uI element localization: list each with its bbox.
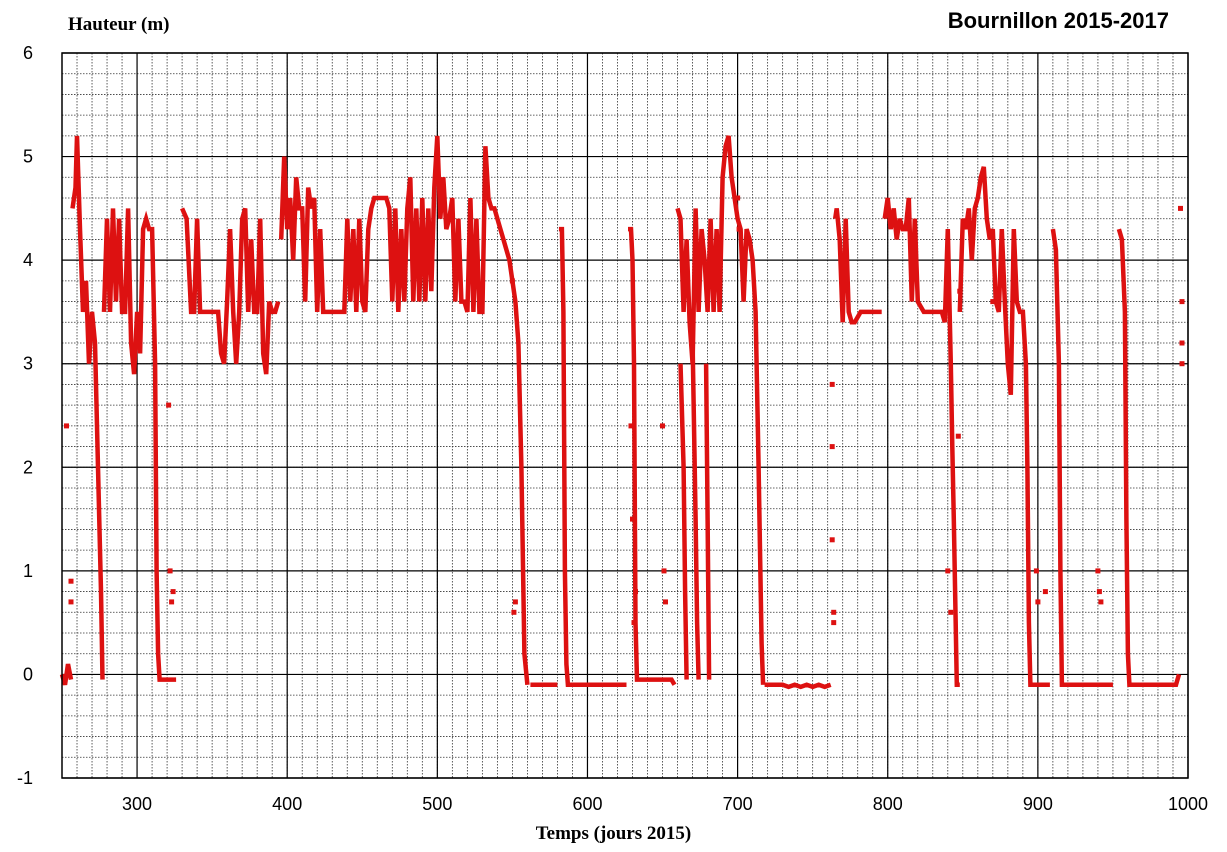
y-tick-label: 5 <box>23 147 33 167</box>
data-point <box>1033 568 1039 574</box>
series-segment <box>70 135 105 680</box>
data-point <box>1179 299 1185 305</box>
data-point <box>167 568 173 574</box>
data-point <box>735 195 741 201</box>
data-point <box>1096 589 1102 595</box>
x-axis-label: Temps (jours 2015) <box>535 823 692 844</box>
x-tick-label: 800 <box>873 794 903 814</box>
data-point <box>955 433 961 439</box>
y-tick-labels: -1 0 1 2 3 4 5 6 <box>17 43 33 788</box>
x-tick-label: 600 <box>572 794 602 814</box>
series-segment <box>882 197 960 688</box>
series-segment <box>675 135 766 685</box>
y-tick-label: -1 <box>17 768 33 788</box>
data-point <box>631 620 637 626</box>
data-point <box>829 381 835 387</box>
data-point <box>829 537 835 543</box>
data-point <box>166 402 172 408</box>
y-axis-label: Hauteur (m) <box>68 14 170 35</box>
data-point <box>512 599 518 605</box>
series-segment <box>628 226 677 686</box>
series-segment <box>678 363 689 680</box>
data-point <box>661 568 667 574</box>
series-segment <box>703 363 712 680</box>
major-grid <box>62 52 1189 779</box>
data-point <box>831 609 837 615</box>
x-tick-label: 700 <box>723 794 753 814</box>
series-segment <box>1050 228 1113 688</box>
data-point <box>64 423 69 429</box>
data-point <box>948 609 954 615</box>
data-point <box>990 299 996 305</box>
series-segment <box>957 166 1050 688</box>
x-tick-label: 400 <box>272 794 302 814</box>
series-segment <box>1116 228 1182 688</box>
series-segment <box>558 226 627 688</box>
x-tick-label: 500 <box>422 794 452 814</box>
series-segment <box>101 208 177 682</box>
data-point <box>663 599 668 605</box>
x-tick-label: 900 <box>1023 794 1053 814</box>
data-point <box>1042 589 1048 595</box>
series-segment <box>59 663 74 686</box>
y-tick-label: 0 <box>23 664 33 684</box>
series-segment <box>180 207 281 375</box>
x-tick-label: 300 <box>122 794 152 814</box>
data-point <box>1178 205 1183 211</box>
data-point <box>509 278 515 284</box>
data-point <box>1179 340 1185 346</box>
data-point <box>1179 361 1185 367</box>
series-layer <box>59 135 1185 690</box>
series-segment <box>832 208 882 325</box>
data-point <box>957 288 963 294</box>
y-tick-label: 6 <box>23 43 33 63</box>
data-point <box>511 609 517 615</box>
chart-title: Bournillon 2015-2017 <box>947 8 1169 33</box>
x-tick-label: 1000 <box>1168 794 1208 814</box>
data-point <box>169 599 175 605</box>
data-point <box>945 568 951 574</box>
data-point <box>829 444 835 450</box>
series-segment <box>764 682 832 690</box>
y-tick-label: 3 <box>23 354 33 374</box>
data-point <box>1098 599 1104 605</box>
data-point <box>633 589 638 595</box>
data-point <box>68 599 74 605</box>
minor-grid <box>61 52 1189 779</box>
y-tick-label: 4 <box>23 250 33 270</box>
series-segment <box>278 135 530 686</box>
data-point <box>628 423 634 429</box>
data-point <box>1035 599 1041 605</box>
y-tick-label: 1 <box>23 561 33 581</box>
data-point <box>68 578 74 584</box>
plot-frame <box>61 52 1189 779</box>
y-tick-label: 2 <box>23 457 33 477</box>
data-point <box>170 589 176 595</box>
data-point <box>736 226 742 232</box>
data-point <box>660 423 665 429</box>
data-point <box>630 516 635 522</box>
data-point <box>1095 568 1101 574</box>
data-point <box>831 620 837 626</box>
series-segment <box>690 342 701 680</box>
x-tick-labels: 300 400 500 600 700 800 900 1000 <box>122 794 1208 814</box>
